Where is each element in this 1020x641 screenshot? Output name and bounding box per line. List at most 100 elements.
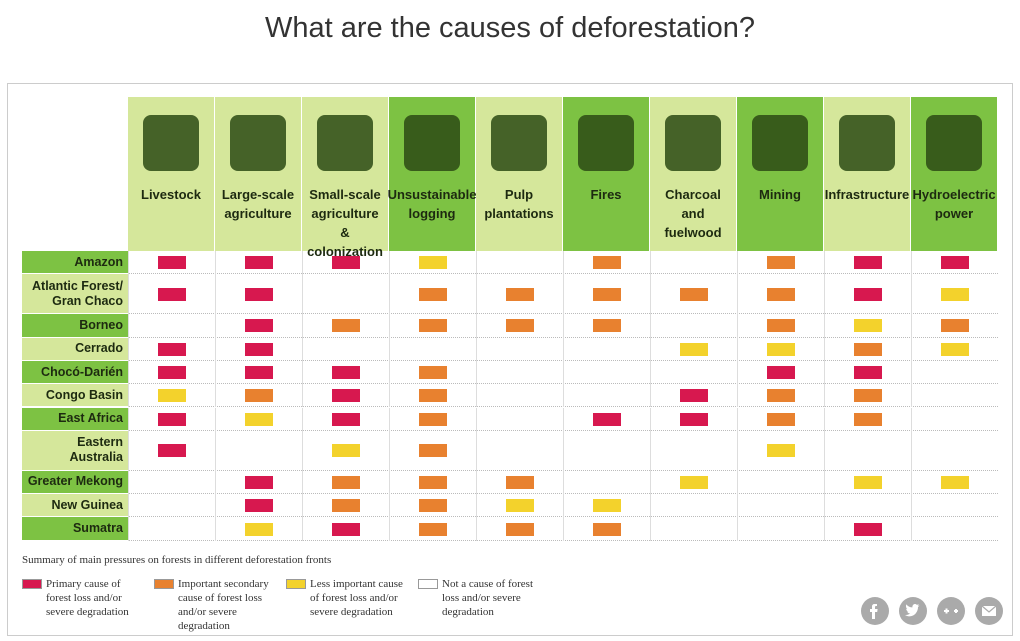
cell-marker: [853, 389, 882, 403]
cell-divider: [128, 430, 129, 471]
cell-divider: [215, 517, 216, 541]
cell-divider: [911, 274, 912, 315]
column-icon: [317, 115, 373, 171]
cell-marker: [853, 522, 882, 536]
cell-marker: [418, 412, 447, 426]
cell-marker: [244, 499, 273, 513]
cell-marker: [331, 522, 360, 536]
column-icon: [926, 115, 982, 171]
cell-divider: [476, 470, 477, 495]
cell-marker: [592, 499, 621, 513]
cell-divider: [215, 337, 216, 361]
cell-marker: [679, 475, 708, 489]
cell-divider: [737, 360, 738, 385]
legend-label: Less important cause of forest loss and/…: [310, 577, 403, 618]
share-email[interactable]: [975, 597, 1003, 625]
cell-divider: [302, 494, 303, 518]
row-header: Borneo: [22, 314, 128, 338]
legend-swatch: [286, 578, 306, 589]
cell-divider: [650, 360, 651, 385]
cell-marker: [244, 256, 273, 270]
cell-divider: [389, 360, 390, 385]
cell-divider: [302, 407, 303, 431]
legend-swatch: [22, 578, 42, 589]
cell-marker: [331, 319, 360, 333]
cell-marker: [766, 412, 795, 426]
column-icon: [665, 115, 721, 171]
column-header: Infrastructure: [824, 97, 910, 251]
cell-divider: [476, 517, 477, 541]
cell-divider: [563, 517, 564, 541]
cell-marker: [679, 412, 708, 426]
cell-divider: [476, 274, 477, 315]
cell-divider: [563, 360, 564, 385]
column-icon: [143, 115, 199, 171]
infographic-frame: [7, 83, 1013, 636]
legend-label: Primary cause of forest loss and/or seve…: [46, 577, 129, 618]
legend-label: Not a cause of forest loss and/or severe…: [442, 577, 534, 618]
cell-divider: [302, 430, 303, 471]
cell-marker: [940, 287, 969, 301]
cell-divider: [389, 314, 390, 338]
cell-marker: [766, 287, 795, 301]
cell-divider: [389, 517, 390, 541]
row-header: Atlantic Forest/ Gran Chaco: [22, 274, 128, 315]
row-header: Congo Basin: [22, 384, 128, 408]
cell-divider: [650, 337, 651, 361]
cell-divider: [563, 274, 564, 315]
cell-marker: [418, 256, 447, 270]
cell-marker: [157, 366, 186, 380]
page-title: What are the causes of deforestation?: [264, 12, 756, 44]
cell-divider: [563, 337, 564, 361]
share-twitter[interactable]: [899, 597, 927, 625]
cell-marker: [157, 389, 186, 403]
cell-divider: [737, 494, 738, 518]
cell-marker: [853, 412, 882, 426]
cell-marker: [766, 389, 795, 403]
cell-divider: [302, 470, 303, 495]
cell-marker: [244, 319, 273, 333]
cell-marker: [679, 342, 708, 356]
cell-divider: [650, 274, 651, 315]
cell-marker: [766, 366, 795, 380]
cell-marker: [853, 256, 882, 270]
cell-divider: [128, 337, 129, 361]
cell-divider: [302, 360, 303, 385]
cell-divider: [911, 384, 912, 408]
cell-marker: [331, 366, 360, 380]
cell-divider: [476, 494, 477, 518]
cell-divider: [911, 337, 912, 361]
legend-swatch: [154, 578, 174, 589]
cell-marker: [244, 389, 273, 403]
cell-divider: [476, 384, 477, 408]
cell-divider: [389, 407, 390, 431]
cell-marker: [853, 366, 882, 380]
cell-marker: [244, 522, 273, 536]
cell-divider: [737, 337, 738, 361]
share-facebook[interactable]: [861, 597, 889, 625]
cell-marker: [244, 366, 273, 380]
cell-divider: [911, 494, 912, 518]
cell-divider: [128, 470, 129, 495]
cell-marker: [679, 389, 708, 403]
row-header: New Guinea: [22, 494, 128, 518]
cell-marker: [418, 499, 447, 513]
cell-divider: [824, 360, 825, 385]
cell-divider: [389, 337, 390, 361]
cell-marker: [505, 522, 534, 536]
cell-marker: [418, 522, 447, 536]
legend-label: Important secondary cause of forest loss…: [178, 577, 269, 632]
cell-divider: [215, 251, 216, 275]
cell-divider: [128, 494, 129, 518]
cell-divider: [215, 360, 216, 385]
cell-divider: [737, 430, 738, 471]
cell-marker: [853, 287, 882, 301]
cell-marker: [157, 342, 186, 356]
summary: Summary of main pressures on forests in …: [22, 553, 332, 566]
cell-marker: [592, 522, 621, 536]
cell-marker: [766, 256, 795, 270]
cell-marker: [157, 256, 186, 270]
cell-divider: [215, 407, 216, 431]
cell-marker: [505, 319, 534, 333]
share-google[interactable]: [937, 597, 965, 625]
